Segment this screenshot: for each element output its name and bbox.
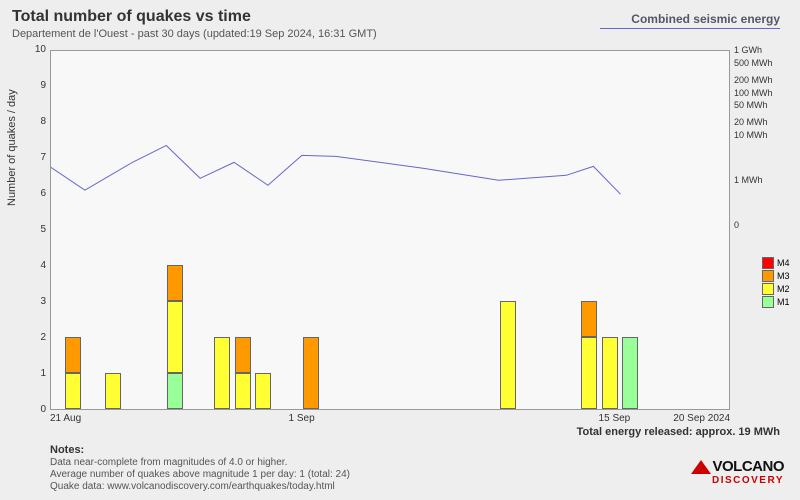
bar-segment <box>105 373 121 409</box>
y-left-tick: 1 <box>32 368 46 379</box>
x-tick: 15 Sep <box>599 413 631 424</box>
logo: VOLCANO DISCOVERY <box>691 458 785 486</box>
legend-label: M2 <box>777 284 790 294</box>
legend-swatch <box>762 270 774 282</box>
legend-label: M1 <box>777 297 790 307</box>
chart-container: Total number of quakes vs time Departeme… <box>0 0 800 500</box>
bar-segment <box>235 337 251 373</box>
y-right-tick: 0 <box>734 220 782 230</box>
y-right-tick: 10 MWh <box>734 130 782 140</box>
logo-sub-text: DISCOVERY <box>691 475 785 486</box>
x-tick: 1 Sep <box>289 413 315 424</box>
y-left-tick: 5 <box>32 224 46 235</box>
legend-swatch <box>762 283 774 295</box>
y-right-tick: 50 MWh <box>734 100 782 110</box>
y-left-tick: 2 <box>32 332 46 343</box>
volcano-icon <box>691 460 711 474</box>
y-right-tick: 200 MWh <box>734 75 782 85</box>
bar-segment <box>622 337 638 409</box>
logo-main-text: VOLCANO <box>713 458 785 475</box>
legend-swatch <box>762 257 774 269</box>
y-left-tick: 7 <box>32 152 46 163</box>
x-tick: 20 Sep 2024 <box>673 413 730 424</box>
y-left-tick: 4 <box>32 260 46 271</box>
bar-segment <box>303 337 319 409</box>
y-right-tick: 100 MWh <box>734 88 782 98</box>
bar-segment <box>167 373 183 409</box>
notes-line: Quake data: www.volcanodiscovery.com/ear… <box>50 481 788 492</box>
legend-label: M4 <box>777 258 790 268</box>
notes-line: Data near-complete from magnitudes of 4.… <box>50 457 788 468</box>
x-tick: 21 Aug <box>50 413 81 424</box>
y-axis-left-label: Number of quakes / day <box>6 89 18 206</box>
notes-title: Notes: <box>50 444 788 456</box>
bar-segment <box>214 337 230 409</box>
energy-total-label: Total energy released: approx. 19 MWh <box>577 426 780 438</box>
bar-segment <box>167 301 183 373</box>
legend-label: M3 <box>777 271 790 281</box>
plot-area <box>50 50 730 410</box>
bar-segment <box>602 337 618 409</box>
y-left-tick: 9 <box>32 80 46 91</box>
bar-segment <box>167 265 183 301</box>
y-left-tick: 6 <box>32 188 46 199</box>
y-left-tick: 3 <box>32 296 46 307</box>
legend-swatch <box>762 296 774 308</box>
y-left-tick: 10 <box>32 44 46 55</box>
notes-line: Average number of quakes above magnitude… <box>50 469 788 480</box>
y-right-tick: 500 MWh <box>734 58 782 68</box>
y-left-tick: 8 <box>32 116 46 127</box>
bar-segment <box>255 373 271 409</box>
legend-item: M4 <box>762 257 796 269</box>
chart-subtitle: Departement de l'Ouest - past 30 days (u… <box>12 28 788 40</box>
bar-segment <box>581 301 597 337</box>
bar-segment <box>500 301 516 409</box>
bar-segment <box>65 373 81 409</box>
legend-item: M1 <box>762 296 796 308</box>
notes-area: Notes: Data near-complete from magnitude… <box>50 444 788 492</box>
legend-item: M2 <box>762 283 796 295</box>
energy-legend-line <box>600 28 780 29</box>
y-left-tick: 0 <box>32 404 46 415</box>
bar-segment <box>581 337 597 409</box>
magnitude-legend: M4 M3 M2 M1 <box>762 257 796 309</box>
energy-legend-label: Combined seismic energy <box>631 12 780 26</box>
bar-segment <box>235 373 251 409</box>
y-right-tick: 1 MWh <box>734 175 782 185</box>
bar-segment <box>65 337 81 373</box>
y-right-tick: 1 GWh <box>734 45 782 55</box>
y-right-tick: 20 MWh <box>734 117 782 127</box>
legend-item: M3 <box>762 270 796 282</box>
